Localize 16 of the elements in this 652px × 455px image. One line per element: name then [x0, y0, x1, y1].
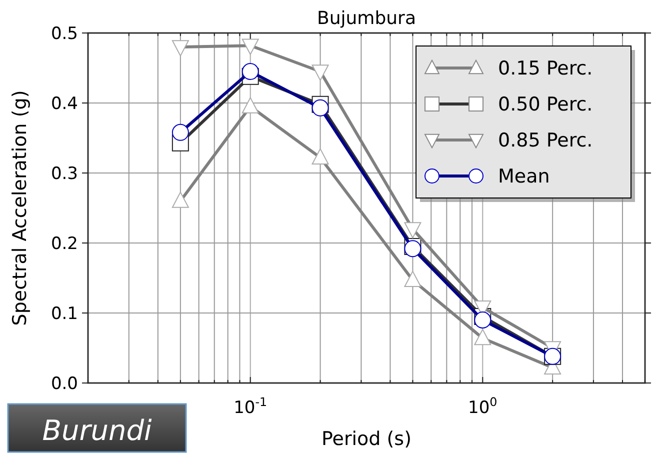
y-tick-label: 0.3 [50, 164, 78, 184]
y-tick-label: 0.1 [50, 304, 78, 324]
legend-label: 0.50 Perc. [498, 94, 593, 116]
x-tick-label: 10$^{-1}$ [234, 395, 268, 418]
legend-label: 0.15 Perc. [498, 58, 593, 80]
x-tick-label: 10$^{0}$ [468, 395, 498, 418]
y-tick-label: 0.5 [50, 24, 78, 44]
x-axis-title: Period (s) [321, 428, 412, 450]
y-axis-title: Spectral Acceleration (g) [9, 90, 31, 326]
text: Burundi [42, 414, 152, 447]
y-tick-label: 0.4 [50, 94, 78, 114]
legend-label: Mean [498, 166, 550, 188]
y-tick-label: 0.2 [50, 234, 78, 254]
y-tick-label: 0.0 [50, 374, 78, 394]
legend-label: 0.85 Perc. [498, 130, 593, 152]
chart-title: Bujumbura [317, 8, 416, 29]
